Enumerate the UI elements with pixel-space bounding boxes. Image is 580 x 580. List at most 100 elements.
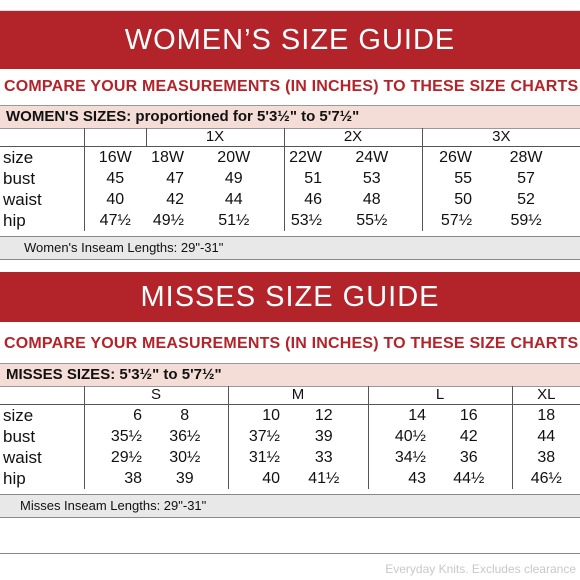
womens-subtitle: COMPARE YOUR MEASUREMENTS (IN INCHES) TO… xyxy=(4,78,579,95)
cell: 47½ xyxy=(83,210,146,231)
womens-subtitle-bar: COMPARE YOUR MEASUREMENTS (IN INCHES) TO… xyxy=(0,69,580,105)
cell: 38 xyxy=(83,468,142,489)
top-edge xyxy=(0,0,580,11)
womens-group-3x: 3X xyxy=(421,128,580,147)
cell: 41½ xyxy=(308,470,340,487)
misses-sizes-heading-bar: MISSES SIZES: 5'3½" to 5'7½" xyxy=(0,363,580,387)
womens-group-2x: 2X xyxy=(283,128,423,147)
row-label: bust xyxy=(3,169,36,188)
cell: 35½ xyxy=(83,426,142,447)
cell: 36 xyxy=(459,449,478,466)
cell: 44½ xyxy=(453,470,485,487)
cell: 39 xyxy=(314,428,333,445)
cell: 40 xyxy=(227,468,281,489)
cell: 43 xyxy=(367,468,427,489)
misses-row-hip: hip 38 39 40 41½ 43 44½ 46½ xyxy=(0,468,580,489)
womens-group-none xyxy=(83,128,146,147)
cell: 6 xyxy=(83,404,142,426)
cell: 46½ xyxy=(511,468,580,489)
misses-group-l: L xyxy=(367,386,513,405)
cell: 55½ xyxy=(356,212,388,229)
cell: 12 xyxy=(314,407,333,424)
cell: 16W xyxy=(83,146,146,168)
cell: 36½ xyxy=(169,428,201,445)
misses-group-row: S M L XL xyxy=(0,386,580,405)
divider xyxy=(0,553,580,554)
misses-subtitle-bar: COMPARE YOUR MEASUREMENTS (IN INCHES) TO… xyxy=(0,326,580,362)
cell: 24W xyxy=(355,149,389,166)
cell: 30½ xyxy=(169,449,201,466)
misses-group-xl: XL xyxy=(511,386,580,405)
cell: 50 xyxy=(421,189,473,210)
womens-row-hip: hip 47½ 49½ 51½ 53½ 55½ 57½ 59½ xyxy=(0,210,580,231)
misses-row-waist: waist 29½ 30½ 31½ 33 34½ 36 38 xyxy=(0,447,580,468)
cell: 29½ xyxy=(83,447,142,468)
row-label: size xyxy=(3,406,34,425)
cell: 51½ xyxy=(218,212,250,229)
cell: 44 xyxy=(511,426,580,447)
cell: 28W xyxy=(509,149,543,166)
misses-inseam-bar: Misses Inseam Lengths: 29"-31" xyxy=(0,494,580,518)
cell: 52 xyxy=(517,191,535,208)
misses-row-bust: bust 35½ 36½ 37½ 39 40½ 42 44 xyxy=(0,426,580,447)
cell: 18 xyxy=(511,404,580,426)
misses-size-table: S M L XL size 6 8 10 12 14 16 18 bust 35… xyxy=(0,386,580,489)
womens-size-table: 1X 2X 3X size 16W 18W 20W 22W 24W 26W 28… xyxy=(0,128,580,231)
cell: 10 xyxy=(227,404,281,426)
womens-row-waist: waist 40 42 44 46 48 50 52 xyxy=(0,189,580,210)
row-label: hip xyxy=(3,469,26,488)
misses-group-m: M xyxy=(227,386,369,405)
cell: 49 xyxy=(224,170,243,187)
misses-title: MISSES SIZE GUIDE xyxy=(140,280,440,313)
cell: 46 xyxy=(283,189,323,210)
cell: 42 xyxy=(166,191,184,208)
cell: 45 xyxy=(83,168,146,189)
cell: 59½ xyxy=(510,212,542,229)
cell: 16 xyxy=(459,407,478,424)
cell: 26W xyxy=(421,146,473,168)
womens-group-row: 1X 2X 3X xyxy=(0,128,580,147)
misses-sizes-heading: MISSES SIZES: 5'3½" to 5'7½" xyxy=(6,366,222,383)
womens-row-bust: bust 45 47 49 51 53 55 57 xyxy=(0,168,580,189)
cell: 37½ xyxy=(227,426,281,447)
row-label: waist xyxy=(3,448,42,467)
footer-note: Everyday Knits. Excludes clearance xyxy=(385,562,576,576)
misses-subtitle: COMPARE YOUR MEASUREMENTS (IN INCHES) TO… xyxy=(4,335,579,352)
cell: 55 xyxy=(421,168,473,189)
row-label: waist xyxy=(3,190,42,209)
cell: 22W xyxy=(283,146,323,168)
cell: 8 xyxy=(180,407,190,424)
cell: 40½ xyxy=(367,426,427,447)
cell: 40 xyxy=(83,189,146,210)
womens-group-1x: 1X xyxy=(145,128,285,147)
cell: 57 xyxy=(517,170,535,187)
cell: 39 xyxy=(175,470,194,487)
row-label: hip xyxy=(3,211,26,230)
womens-sizes-heading-bar: WOMEN'S SIZES: proportioned for 5'3½" to… xyxy=(0,105,580,129)
row-label: size xyxy=(3,148,34,167)
misses-group-s: S xyxy=(83,386,229,405)
cell: 53 xyxy=(362,170,381,187)
cell: 18W xyxy=(151,149,184,166)
cell: 31½ xyxy=(227,447,281,468)
womens-banner: WOMEN’S SIZE GUIDE xyxy=(0,11,580,69)
cell: 38 xyxy=(511,447,580,468)
cell: 14 xyxy=(367,404,427,426)
cell: 44 xyxy=(224,191,243,208)
row-label: bust xyxy=(3,427,36,446)
misses-row-size: size 6 8 10 12 14 16 18 xyxy=(0,404,580,426)
cell: 47 xyxy=(166,170,184,187)
cell: 49½ xyxy=(152,212,184,229)
womens-title: WOMEN’S SIZE GUIDE xyxy=(124,23,456,56)
cell: 51 xyxy=(283,168,323,189)
cell: 42 xyxy=(459,428,478,445)
womens-inseam: Women's Inseam Lengths: 29"-31" xyxy=(24,240,224,255)
cell: 20W xyxy=(217,149,251,166)
misses-banner: MISSES SIZE GUIDE xyxy=(0,272,580,322)
cell: 53½ xyxy=(283,210,323,231)
cell: 34½ xyxy=(367,447,427,468)
cell: 57½ xyxy=(421,210,473,231)
womens-row-size: size 16W 18W 20W 22W 24W 26W 28W xyxy=(0,146,580,168)
cell: 48 xyxy=(362,191,381,208)
womens-sizes-heading: WOMEN'S SIZES: proportioned for 5'3½" to… xyxy=(6,108,360,125)
